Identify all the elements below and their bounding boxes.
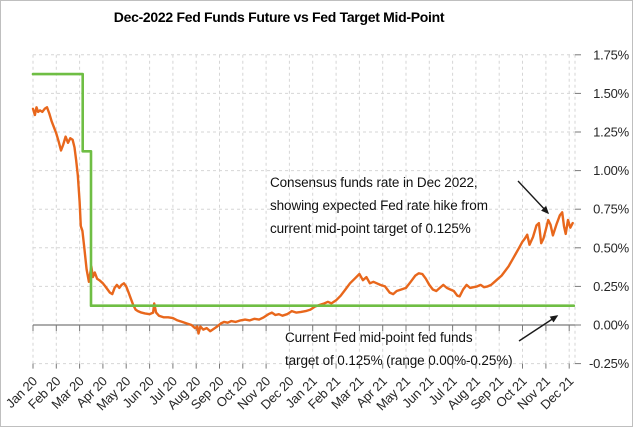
annotation-line: current mid-point target of 0.125% — [270, 221, 471, 236]
y-axis-label: 1.75% — [593, 47, 630, 62]
y-axis-label: -0.25% — [589, 356, 630, 371]
annotation-line: showing expected Fed rate hike from — [270, 198, 488, 213]
y-axis-label: 0.00% — [593, 318, 630, 333]
annotation-current-target-note: Current Fed mid-point fed funds target o… — [285, 326, 513, 372]
annotation-arrow — [518, 315, 559, 342]
annotation-line: Current Fed mid-point fed funds — [285, 330, 473, 345]
annotation-arrow — [517, 180, 550, 215]
chart-title: Dec-2022 Fed Funds Future vs Fed Target … — [113, 9, 445, 25]
y-axis-label: 1.00% — [593, 163, 630, 178]
y-axis-label: 1.50% — [593, 86, 630, 101]
y-axis-label: 0.75% — [593, 202, 630, 217]
annotation-line: Consensus funds rate in Dec 2022, — [270, 175, 478, 190]
y-axis-label: 0.50% — [593, 240, 630, 255]
y-axis-label: 0.25% — [593, 279, 630, 294]
annotation-consensus-note: Consensus funds rate in Dec 2022, showin… — [270, 171, 488, 240]
annotation-line: target of 0.125% (range 0.00%-0.25%) — [285, 353, 513, 368]
y-axis-label: 1.25% — [593, 125, 630, 140]
series-line-fed-target-midpoint — [31, 72, 576, 308]
